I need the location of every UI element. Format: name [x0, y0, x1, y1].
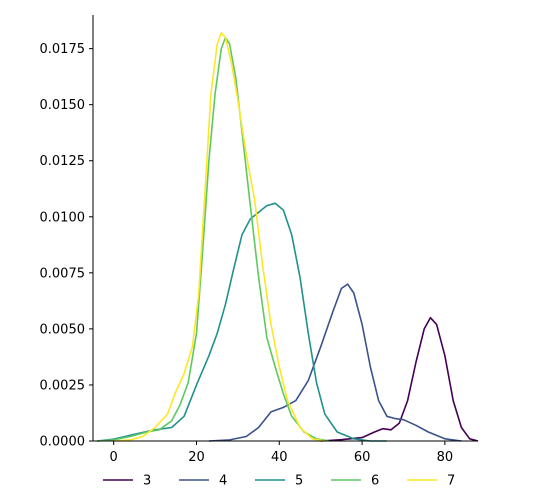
y-tick-label: 0.0100: [40, 210, 86, 225]
y-tick-label: 0.0075: [40, 266, 86, 281]
y-tick-label: 0.0000: [40, 435, 86, 450]
series-line-5: [97, 202, 387, 442]
legend-label-3: 3: [143, 474, 151, 489]
series-line-4: [208, 283, 462, 442]
y-tick-label: 0.0175: [40, 42, 86, 57]
x-tick-label: 40: [271, 450, 288, 465]
x-tick-label: 20: [188, 450, 205, 465]
legend-label-6: 6: [371, 474, 379, 489]
legend-label-7: 7: [447, 474, 455, 489]
series-line-7: [113, 32, 325, 442]
y-tick-label: 0.0050: [40, 322, 86, 337]
plot-area: [97, 32, 479, 442]
y-tick-label: 0.0150: [40, 98, 86, 113]
series-line-3: [320, 316, 479, 442]
x-tick-label: 60: [354, 450, 371, 465]
legend-label-4: 4: [219, 474, 227, 489]
y-tick-label: 0.0125: [40, 154, 86, 169]
legend-label-5: 5: [295, 474, 303, 489]
y-axis-ticks: 0.0000 0.0025 0.0050 0.0075 0.0100 0.0125 0.01…: [40, 42, 93, 450]
y-tick-label: 0.0025: [40, 378, 86, 393]
legend: 3 4 5 6 7: [103, 474, 455, 489]
series-line-6: [97, 36, 330, 442]
x-axis-ticks: 0 20 40 60 80: [110, 441, 454, 465]
x-tick-label: 80: [437, 450, 454, 465]
x-tick-label: 0: [110, 450, 118, 465]
